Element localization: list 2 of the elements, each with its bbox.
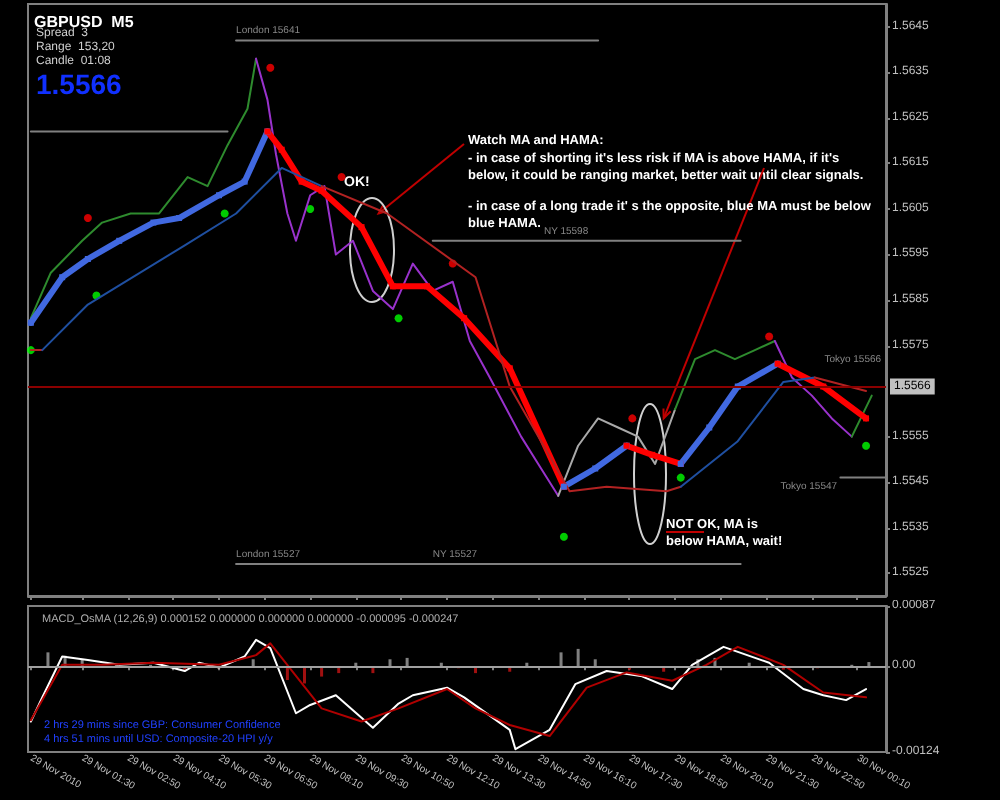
annotation: 1.5566: [36, 68, 123, 100]
text: GBPUSD M5: [34, 13, 135, 31]
